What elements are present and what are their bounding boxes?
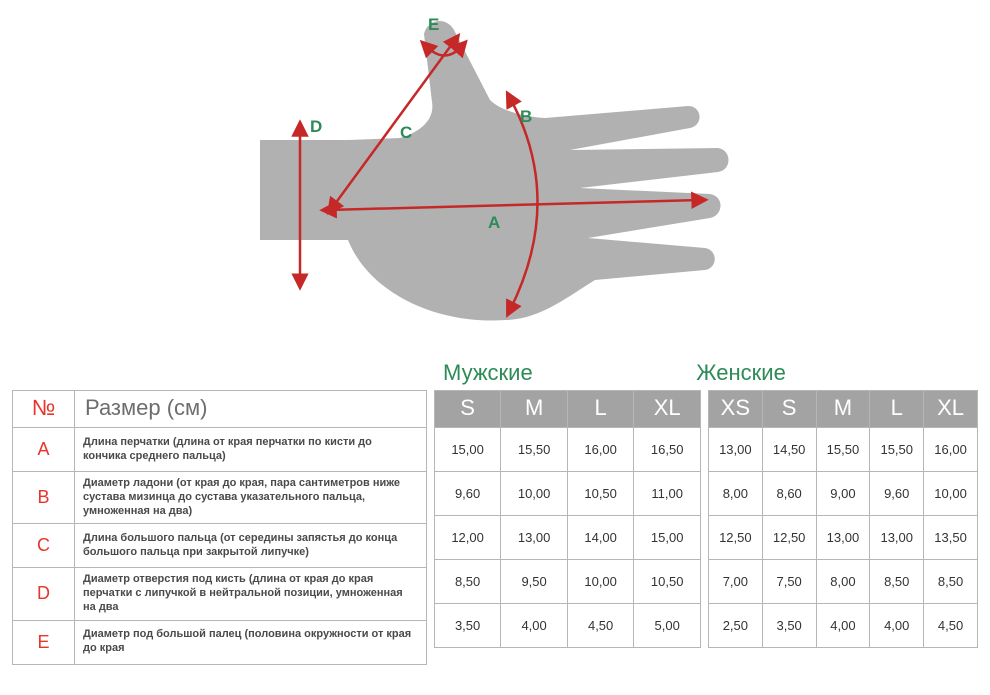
- cell: 16,00: [924, 428, 978, 472]
- col-header: S: [434, 391, 501, 428]
- row-letter: D: [13, 568, 75, 620]
- table-row: B Диаметр ладони (от края до края, пара …: [13, 472, 427, 524]
- diagram-label-d: D: [310, 117, 322, 136]
- col-header: L: [870, 391, 924, 428]
- cell: 13,50: [924, 516, 978, 560]
- diagram-label-e: E: [428, 15, 439, 34]
- cell: 7,00: [708, 560, 762, 604]
- cell: 10,00: [501, 472, 568, 516]
- section-title-men: Мужские: [443, 360, 690, 386]
- cell: 15,50: [870, 428, 924, 472]
- cell: 3,50: [434, 604, 501, 648]
- table-row: 3,50 4,00 4,50 5,00: [434, 604, 700, 648]
- descriptor-table: № Размер (см) A Длина перчатки (длина от…: [12, 390, 427, 665]
- cell: 3,50: [762, 604, 816, 648]
- cell: 10,00: [567, 560, 634, 604]
- cell: 4,00: [816, 604, 870, 648]
- hand-measurement-diagram: A B C D E: [240, 10, 750, 340]
- row-letter: C: [13, 524, 75, 568]
- col-header: XL: [924, 391, 978, 428]
- col-header: M: [501, 391, 568, 428]
- cell: 15,00: [434, 428, 501, 472]
- cell: 4,00: [501, 604, 568, 648]
- cell: 8,50: [434, 560, 501, 604]
- cell: 4,50: [567, 604, 634, 648]
- cell: 9,60: [870, 472, 924, 516]
- men-sizes-table: S M L XL 15,00 15,50 16,00 16,50 9,60 10…: [434, 390, 701, 648]
- cell: 7,50: [762, 560, 816, 604]
- cell: 12,50: [708, 516, 762, 560]
- cell: 13,00: [708, 428, 762, 472]
- row-letter: B: [13, 472, 75, 524]
- row-letter: A: [13, 428, 75, 472]
- women-sizes-table: XS S M L XL 13,00 14,50 15,50 15,50 16,0…: [708, 390, 978, 648]
- col-header: S: [762, 391, 816, 428]
- table-row: C Длина большого пальца (от середины зап…: [13, 524, 427, 568]
- cell: 8,50: [924, 560, 978, 604]
- table-row: E Диаметр под большой палец (половина ок…: [13, 620, 427, 664]
- cell: 15,00: [634, 516, 701, 560]
- cell: 8,60: [762, 472, 816, 516]
- section-title-women: Женские: [696, 360, 978, 386]
- table-row: 9,60 10,00 10,50 11,00: [434, 472, 700, 516]
- cell: 10,50: [634, 560, 701, 604]
- cell: 11,00: [634, 472, 701, 516]
- cell: 8,00: [816, 560, 870, 604]
- row-description: Длина большого пальца (от середины запяс…: [75, 524, 427, 568]
- cell: 4,50: [924, 604, 978, 648]
- cell: 12,50: [762, 516, 816, 560]
- cell: 16,00: [567, 428, 634, 472]
- cell: 9,60: [434, 472, 501, 516]
- cell: 14,50: [762, 428, 816, 472]
- table-row: 12,00 13,00 14,00 15,00: [434, 516, 700, 560]
- cell: 13,00: [816, 516, 870, 560]
- row-description: Диаметр отверстия под кисть (длина от кр…: [75, 568, 427, 620]
- cell: 2,50: [708, 604, 762, 648]
- cell: 13,00: [870, 516, 924, 560]
- cell: 16,50: [634, 428, 701, 472]
- cell: 4,00: [870, 604, 924, 648]
- cell: 10,50: [567, 472, 634, 516]
- table-row: A Длина перчатки (длина от края перчатки…: [13, 428, 427, 472]
- table-row: 8,50 9,50 10,00 10,50: [434, 560, 700, 604]
- col-header: M: [816, 391, 870, 428]
- cell: 8,00: [708, 472, 762, 516]
- cell: 10,00: [924, 472, 978, 516]
- table-row: 13,00 14,50 15,50 15,50 16,00: [708, 428, 977, 472]
- hand-silhouette: [260, 21, 729, 321]
- table-row: 12,50 12,50 13,00 13,00 13,50: [708, 516, 977, 560]
- cell: 13,00: [501, 516, 568, 560]
- diagram-label-b: B: [520, 107, 532, 126]
- table-row: 8,00 8,60 9,00 9,60 10,00: [708, 472, 977, 516]
- table-row: 7,00 7,50 8,00 8,50 8,50: [708, 560, 977, 604]
- cell: 9,00: [816, 472, 870, 516]
- row-description: Длина перчатки (длина от края перчатки п…: [75, 428, 427, 472]
- cell: 15,50: [816, 428, 870, 472]
- cell: 9,50: [501, 560, 568, 604]
- cell: 14,00: [567, 516, 634, 560]
- table-row: 2,50 3,50 4,00 4,00 4,50: [708, 604, 977, 648]
- cell: 8,50: [870, 560, 924, 604]
- cell: 5,00: [634, 604, 701, 648]
- row-description: Диаметр ладони (от края до края, пара са…: [75, 472, 427, 524]
- no-header: №: [13, 391, 75, 428]
- table-row: 15,00 15,50 16,00 16,50: [434, 428, 700, 472]
- cell: 15,50: [501, 428, 568, 472]
- row-description: Диаметр под большой палец (половина окру…: [75, 620, 427, 664]
- col-header: XS: [708, 391, 762, 428]
- diagram-label-c: C: [400, 123, 412, 142]
- size-header: Размер (см): [75, 391, 427, 428]
- col-header: XL: [634, 391, 701, 428]
- cell: 12,00: [434, 516, 501, 560]
- row-letter: E: [13, 620, 75, 664]
- table-row: D Диаметр отверстия под кисть (длина от …: [13, 568, 427, 620]
- col-header: L: [567, 391, 634, 428]
- diagram-label-a: A: [488, 213, 500, 232]
